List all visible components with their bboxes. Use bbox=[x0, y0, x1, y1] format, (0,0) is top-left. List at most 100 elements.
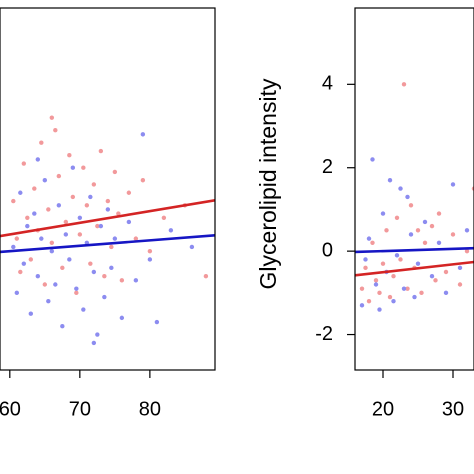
point bbox=[95, 223, 100, 229]
point bbox=[91, 182, 97, 187]
point bbox=[391, 298, 396, 304]
point bbox=[380, 211, 386, 216]
point bbox=[88, 261, 93, 266]
y-tick-label: 2 bbox=[322, 156, 333, 178]
point bbox=[401, 286, 407, 291]
point bbox=[42, 178, 48, 183]
point bbox=[11, 198, 16, 204]
point bbox=[408, 203, 414, 208]
point bbox=[133, 236, 139, 241]
y-tick-label: 4 bbox=[322, 73, 333, 95]
point bbox=[32, 211, 37, 216]
point bbox=[147, 248, 153, 254]
point bbox=[394, 215, 400, 220]
plot-area bbox=[0, 115, 215, 346]
point bbox=[81, 307, 86, 312]
point bbox=[67, 153, 72, 158]
point bbox=[370, 157, 375, 162]
point bbox=[359, 286, 365, 291]
point bbox=[161, 215, 167, 220]
point bbox=[46, 207, 51, 212]
fit-line bbox=[355, 260, 474, 277]
x-tick-label: 60 bbox=[0, 398, 21, 420]
point bbox=[443, 269, 449, 275]
point bbox=[119, 315, 125, 321]
point bbox=[140, 132, 146, 137]
point bbox=[91, 269, 97, 275]
point bbox=[102, 294, 107, 300]
point bbox=[60, 324, 65, 329]
plot-area bbox=[355, 82, 474, 312]
point bbox=[21, 261, 27, 266]
fit-line bbox=[355, 246, 474, 254]
point bbox=[60, 265, 65, 271]
point bbox=[70, 165, 76, 170]
point bbox=[25, 223, 30, 229]
point bbox=[39, 236, 44, 241]
point bbox=[119, 278, 125, 283]
point bbox=[140, 178, 146, 183]
point bbox=[116, 211, 121, 216]
point bbox=[102, 273, 107, 279]
point bbox=[366, 298, 372, 304]
point bbox=[39, 140, 44, 145]
point bbox=[46, 298, 51, 304]
point bbox=[74, 286, 79, 291]
point bbox=[415, 228, 421, 233]
point bbox=[422, 240, 428, 245]
x-tick-label: 30 bbox=[442, 398, 464, 420]
point bbox=[49, 248, 55, 254]
point bbox=[70, 194, 76, 200]
y-tick-label: 0 bbox=[322, 239, 333, 261]
point bbox=[464, 228, 470, 233]
point bbox=[91, 340, 97, 346]
point bbox=[398, 186, 403, 191]
point bbox=[49, 115, 55, 120]
point bbox=[377, 307, 382, 312]
point bbox=[77, 232, 83, 237]
point bbox=[450, 232, 456, 237]
point bbox=[88, 194, 93, 200]
point bbox=[387, 294, 393, 300]
point bbox=[373, 278, 379, 283]
point bbox=[63, 219, 69, 225]
point bbox=[98, 148, 104, 154]
point bbox=[377, 290, 382, 296]
point bbox=[11, 244, 16, 250]
x-tick-label: 20 bbox=[372, 398, 394, 420]
point bbox=[14, 290, 20, 296]
point bbox=[457, 265, 463, 271]
point bbox=[63, 232, 69, 237]
point bbox=[398, 257, 403, 262]
point bbox=[443, 290, 449, 296]
point bbox=[53, 282, 58, 287]
point bbox=[405, 194, 410, 200]
point bbox=[464, 248, 470, 254]
point bbox=[133, 278, 139, 283]
point bbox=[405, 286, 410, 291]
point bbox=[203, 273, 209, 279]
point bbox=[112, 236, 118, 241]
fit-line bbox=[0, 198, 215, 238]
point bbox=[373, 282, 379, 287]
point bbox=[429, 223, 435, 229]
point bbox=[126, 190, 132, 195]
point bbox=[384, 228, 389, 233]
point bbox=[109, 244, 114, 250]
point bbox=[112, 169, 118, 175]
point bbox=[18, 190, 23, 195]
point bbox=[380, 261, 386, 266]
point bbox=[450, 182, 456, 187]
point bbox=[84, 203, 90, 208]
point bbox=[21, 161, 27, 166]
point bbox=[419, 290, 424, 296]
point bbox=[415, 261, 421, 266]
point bbox=[363, 265, 368, 271]
point bbox=[105, 198, 111, 204]
point bbox=[436, 211, 442, 216]
y-axis-title: Glycerolipid intensity bbox=[255, 78, 281, 289]
point bbox=[28, 257, 34, 262]
point bbox=[433, 278, 438, 283]
point bbox=[81, 165, 86, 170]
